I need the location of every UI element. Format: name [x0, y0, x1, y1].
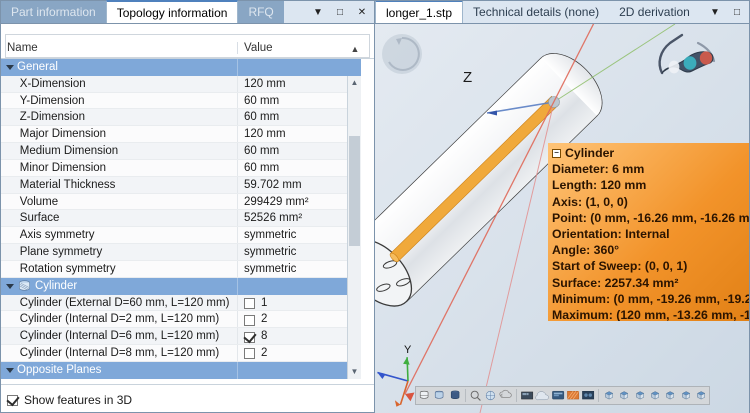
svg-text:Z: Z [463, 69, 472, 86]
svg-text:Y: Y [404, 344, 412, 356]
